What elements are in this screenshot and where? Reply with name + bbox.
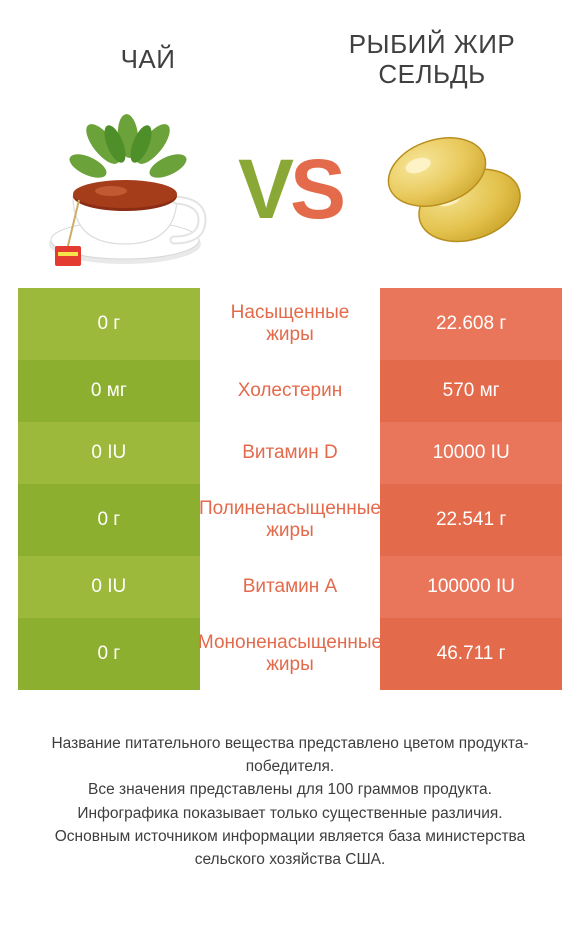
cell-left: 0 мг bbox=[18, 360, 200, 422]
table-row: 0 IUВитамин A100000 IU bbox=[18, 556, 562, 618]
footer-line: Все значения представлены для 100 граммо… bbox=[44, 778, 536, 801]
cell-nutrient: Холестерин bbox=[200, 360, 381, 422]
hero-row: VS bbox=[18, 96, 562, 288]
infographic: ЧАЙ РЫБИЙ ЖИР СЕЛЬДЬ bbox=[0, 0, 580, 871]
cell-nutrient: Насыщенные жиры bbox=[200, 288, 381, 360]
titles-row: ЧАЙ РЫБИЙ ЖИР СЕЛЬДЬ bbox=[18, 20, 562, 96]
cell-left: 0 г bbox=[18, 618, 200, 690]
footer-notes: Название питательного вещества представл… bbox=[18, 690, 562, 872]
table-row: 0 гПолиненасыщенные жиры22.541 г bbox=[18, 484, 562, 556]
table-row: 0 мгХолестерин570 мг bbox=[18, 360, 562, 422]
footer-line: Инфографика показывает только существенн… bbox=[44, 802, 536, 825]
cell-nutrient: Витамин A bbox=[200, 556, 381, 618]
cell-nutrient: Полиненасыщенные жиры bbox=[200, 484, 381, 556]
table-row: 0 гМононенасыщенные жиры46.711 г bbox=[18, 618, 562, 690]
cell-left: 0 IU bbox=[18, 422, 200, 484]
title-left: ЧАЙ bbox=[38, 45, 258, 75]
title-right: РЫБИЙ ЖИР СЕЛЬДЬ bbox=[322, 30, 542, 90]
cell-left: 0 г bbox=[18, 288, 200, 360]
tea-illustration bbox=[28, 104, 228, 274]
vs-s: S bbox=[290, 142, 342, 236]
footer-line: Название питательного вещества представл… bbox=[44, 732, 536, 779]
cell-nutrient: Мононенасыщенные жиры bbox=[200, 618, 381, 690]
vs-v: V bbox=[238, 142, 290, 236]
cell-nutrient: Витамин D bbox=[200, 422, 381, 484]
cell-left: 0 г bbox=[18, 484, 200, 556]
comparison-table: 0 гНасыщенные жиры22.608 г0 мгХолестерин… bbox=[18, 288, 562, 690]
footer-line: Основным источником информации является … bbox=[44, 825, 536, 872]
cell-right: 22.541 г bbox=[380, 484, 562, 556]
fishoil-illustration bbox=[352, 114, 552, 264]
cell-right: 100000 IU bbox=[380, 556, 562, 618]
vs-label: VS bbox=[238, 147, 342, 231]
cell-right: 570 мг bbox=[380, 360, 562, 422]
cell-right: 46.711 г bbox=[380, 618, 562, 690]
cell-right: 10000 IU bbox=[380, 422, 562, 484]
table-row: 0 IUВитамин D10000 IU bbox=[18, 422, 562, 484]
cell-left: 0 IU bbox=[18, 556, 200, 618]
table-row: 0 гНасыщенные жиры22.608 г bbox=[18, 288, 562, 360]
cell-right: 22.608 г bbox=[380, 288, 562, 360]
